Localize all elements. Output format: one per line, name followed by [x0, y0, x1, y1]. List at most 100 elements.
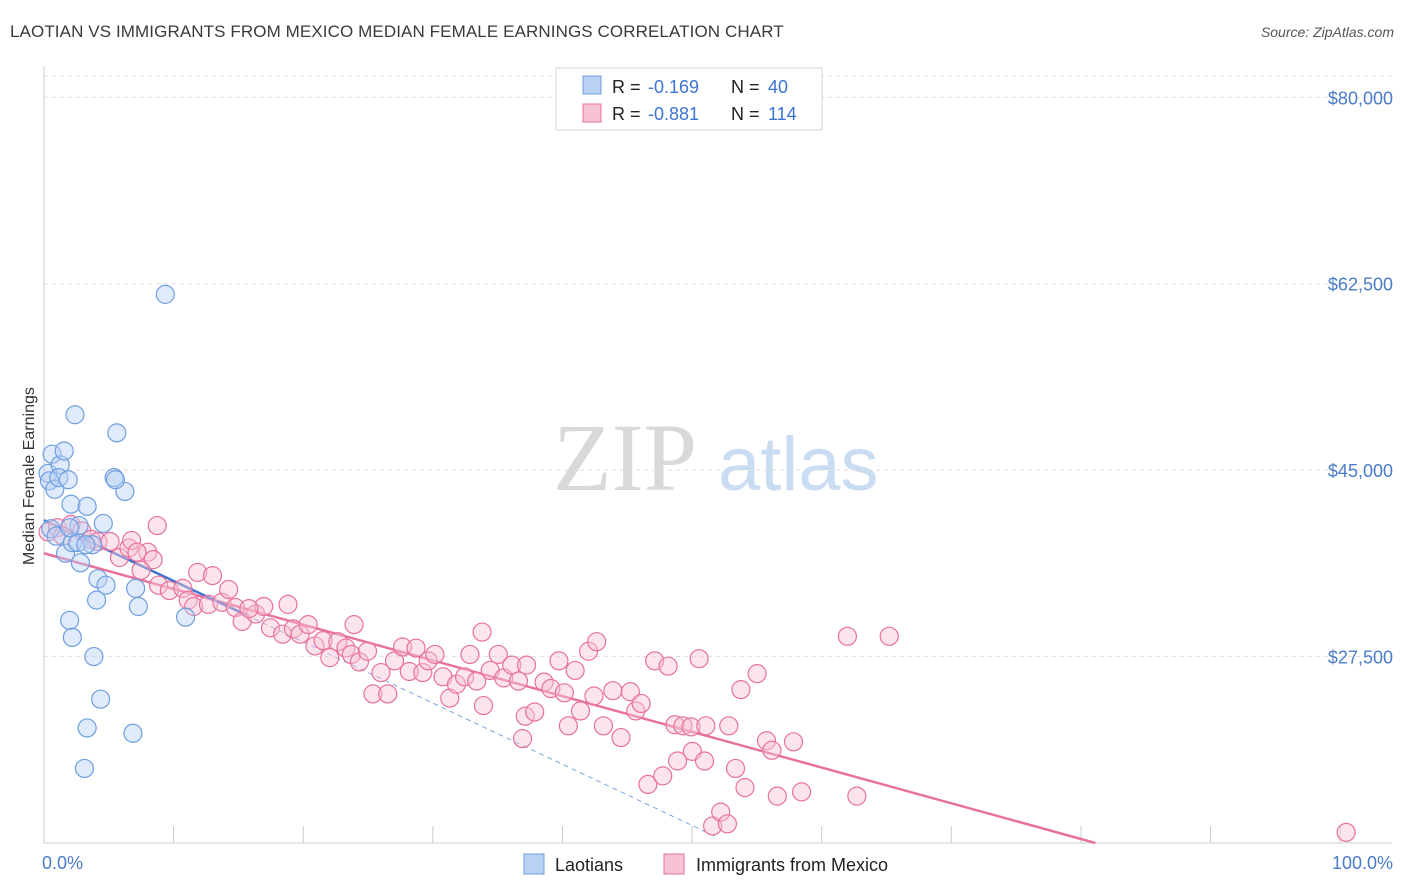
x-tick-label-min: 0.0% [42, 853, 83, 873]
point-laotians [58, 470, 78, 490]
point-laotians [105, 470, 126, 490]
point-laotians [65, 405, 85, 425]
point-immigrants-from-mexico [336, 638, 356, 658]
point-laotians [74, 758, 95, 779]
point-laotians [107, 423, 127, 443]
point-immigrants-from-mexico [188, 562, 208, 583]
point-immigrants-from-mexico [791, 782, 812, 802]
point-immigrants-from-mexico [611, 727, 631, 748]
point-immigrants-from-mexico [747, 664, 767, 684]
series-laotians [38, 284, 196, 779]
point-immigrants-from-mexico [122, 530, 142, 551]
point-immigrants-from-mexico [565, 660, 585, 681]
point-immigrants-from-mexico [446, 674, 467, 694]
point-immigrants-from-mexico [603, 681, 623, 701]
legend-r-label-2: R = [612, 104, 641, 124]
y-tick-labels: $27,500 $45,000 $62,500 $80,000 [1328, 88, 1393, 667]
legend-r-value-mexico: -0.881 [648, 104, 699, 124]
point-immigrants-from-mexico [378, 684, 398, 704]
point-immigrants-from-mexico [131, 560, 151, 580]
x-tick-label-max: 100.0% [1332, 853, 1393, 873]
point-immigrants-from-mexico [508, 671, 529, 691]
point-laotians [60, 518, 80, 538]
point-immigrants-from-mexico [363, 684, 383, 704]
point-immigrants-from-mexico [357, 641, 378, 661]
point-immigrants-from-mexico [278, 594, 298, 614]
point-laotians [77, 496, 97, 516]
point-immigrants-from-mexico [694, 751, 715, 771]
source-label: Source: ZipAtlas.com [1260, 24, 1394, 40]
point-immigrants-from-mexico [554, 683, 574, 703]
legend-n-label-2: N = [731, 104, 760, 124]
point-immigrants-from-mexico [719, 716, 739, 736]
point-laotians [96, 575, 116, 595]
point-immigrants-from-mexico [681, 717, 701, 737]
point-immigrants-from-mexico [587, 632, 607, 652]
point-laotians [86, 590, 107, 610]
point-immigrants-from-mexico [313, 630, 333, 651]
point-immigrants-from-mexico [184, 596, 204, 617]
trend-laotians-extension [245, 614, 719, 839]
point-immigrants-from-mexico [735, 778, 755, 798]
legend-n-value-laotians: 40 [768, 77, 788, 97]
point-laotians [54, 441, 74, 461]
point-immigrants-from-mexico [593, 716, 614, 736]
point-laotians [93, 513, 113, 534]
point-immigrants-from-mexico [558, 716, 578, 736]
point-immigrants-from-mexico [1336, 822, 1356, 842]
point-immigrants-from-mexico [239, 599, 259, 619]
point-laotians [77, 718, 97, 738]
point-immigrants-from-mexico [711, 802, 731, 822]
point-immigrants-from-mexico [100, 531, 120, 552]
point-laotians [175, 607, 196, 627]
point-laotians [126, 578, 146, 598]
point-immigrants-from-mexico [762, 740, 782, 760]
point-immigrants-from-mexico [837, 626, 858, 646]
point-immigrants-from-mexico [665, 715, 685, 735]
point-laotians [55, 543, 76, 563]
point-immigrants-from-mexico [488, 644, 508, 665]
point-immigrants-from-mexico [473, 695, 494, 716]
series-immigrants-from-mexico [38, 514, 1356, 842]
point-immigrants-from-mexico [202, 566, 223, 586]
point-laotians [45, 479, 65, 499]
point-immigrants-from-mexico [460, 644, 480, 665]
point-immigrants-from-mexico [717, 814, 738, 834]
point-immigrants-from-mexico [673, 716, 693, 736]
point-immigrants-from-mexico [516, 655, 537, 675]
point-immigrants-from-mexico [847, 786, 867, 806]
point-immigrants-from-mexico [371, 662, 391, 683]
legend-n-label: N = [731, 77, 760, 97]
point-immigrants-from-mexico [783, 732, 804, 752]
point-immigrants-from-mexico [298, 615, 318, 635]
watermark-zip: ZIP [553, 404, 697, 511]
point-immigrants-from-mexico [440, 688, 460, 708]
point-immigrants-from-mexico [584, 686, 604, 706]
point-laotians [49, 468, 69, 488]
point-laotians [61, 494, 81, 514]
point-immigrants-from-mexico [225, 597, 246, 618]
point-immigrants-from-mexico [879, 626, 899, 646]
point-immigrants-from-mexico [143, 550, 163, 570]
point-immigrants-from-mexico [525, 702, 545, 722]
point-immigrants-from-mexico [638, 774, 658, 795]
bottom-legend: Laotians Immigrants from Mexico [523, 853, 888, 875]
point-immigrants-from-mexico [320, 648, 340, 668]
point-immigrants-from-mexico [127, 542, 147, 562]
point-laotians [91, 689, 111, 709]
point-laotians [70, 553, 90, 573]
point-laotians [123, 723, 143, 743]
legend-box: R = -0.169 N = 40 R = -0.881 N = 114 [555, 67, 823, 131]
point-immigrants-from-mexico [173, 578, 193, 598]
watermark-atlas: atlas [718, 422, 879, 507]
point-immigrants-from-mexico [549, 651, 569, 671]
y-tick-label: $62,500 [1328, 275, 1393, 295]
point-immigrants-from-mexico [399, 661, 419, 682]
point-laotians [155, 284, 175, 304]
point-laotians [62, 627, 82, 648]
point-immigrants-from-mexico [689, 649, 709, 669]
point-immigrants-from-mexico [731, 679, 751, 700]
bottom-legend-laotians: Laotians [555, 855, 623, 875]
point-immigrants-from-mexico [631, 693, 651, 714]
